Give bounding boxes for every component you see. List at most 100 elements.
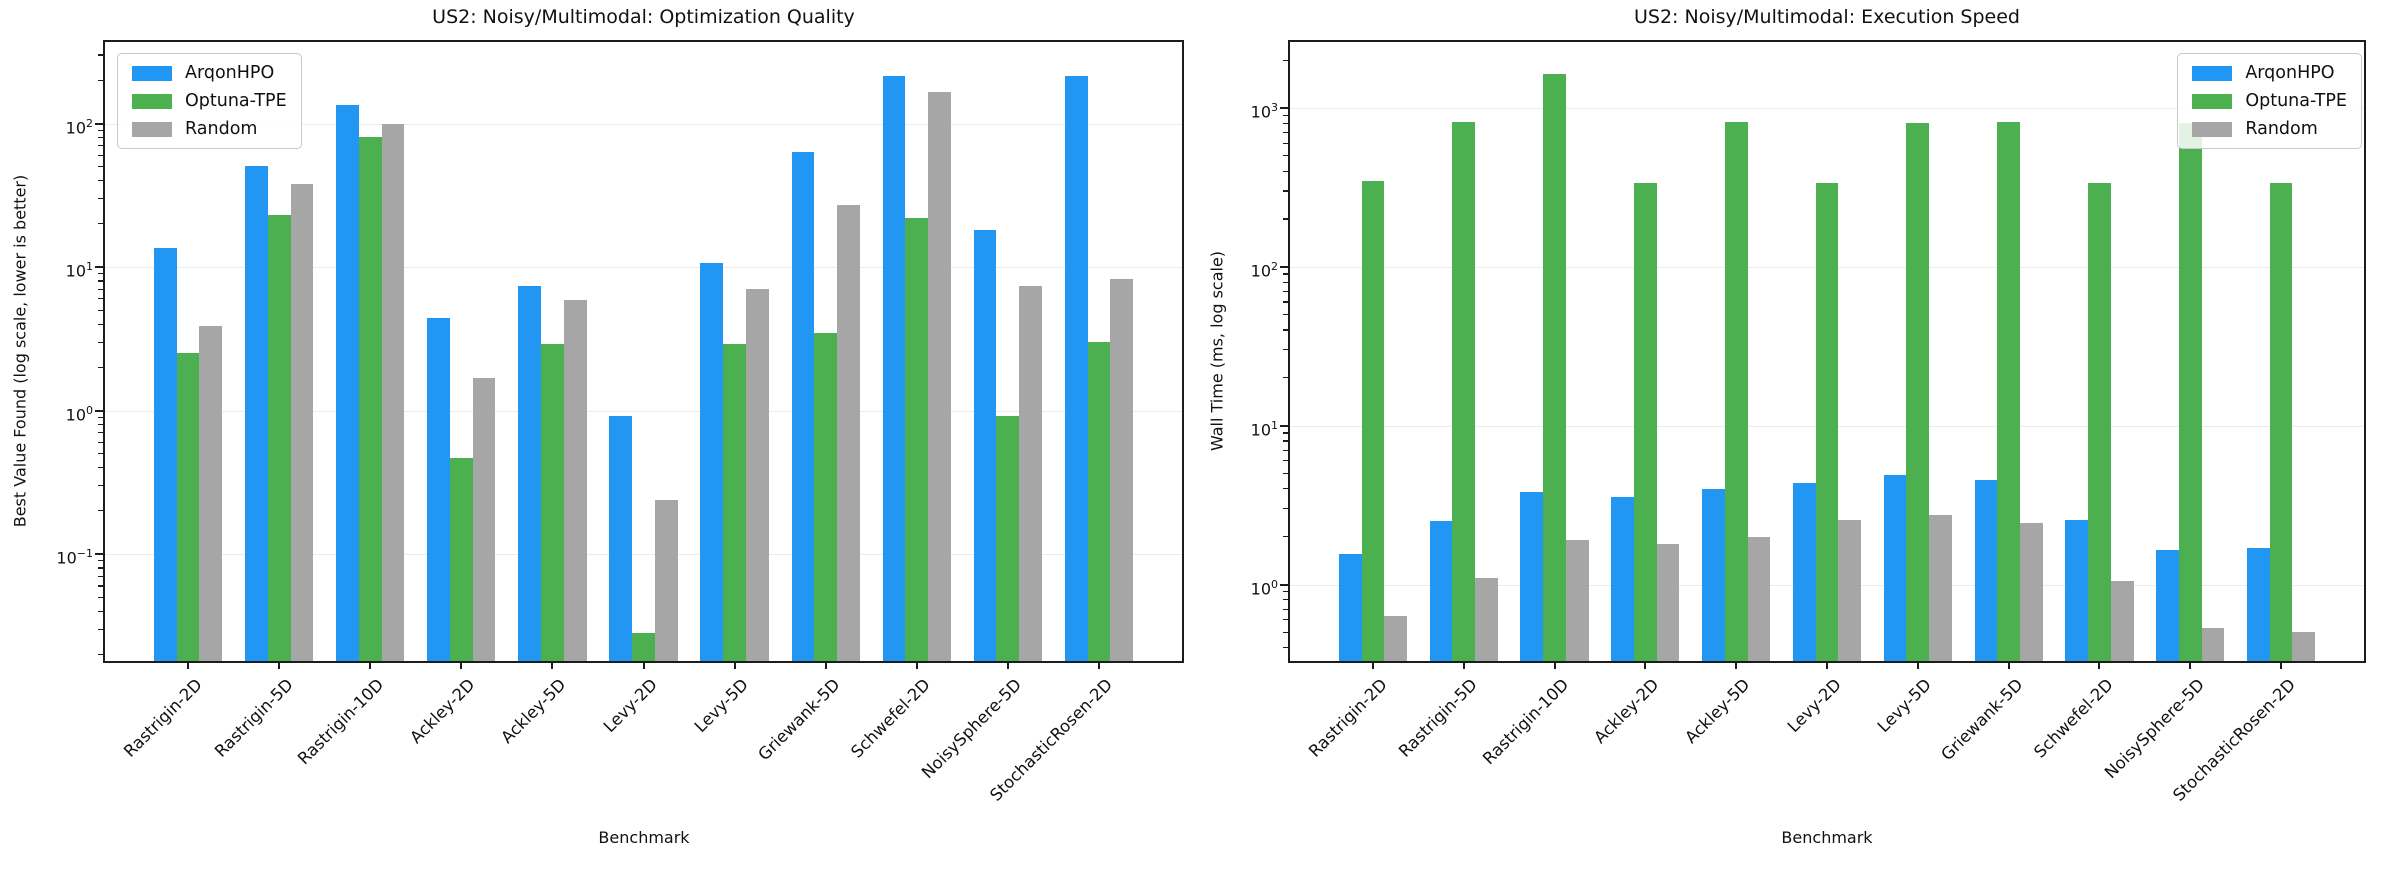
y-minor-tick — [1283, 472, 1288, 475]
x-tick — [551, 661, 554, 669]
x-tick — [278, 661, 281, 669]
bar-Random-Rastrigin-5D — [290, 183, 314, 661]
y-gridline — [105, 123, 1182, 125]
bar-Optuna-TPE-Levy-5D — [723, 344, 746, 661]
y-tick-label: 100 — [65, 403, 93, 424]
x-tick-label: Levy-5D — [690, 675, 753, 737]
y-minor-tick — [98, 154, 103, 156]
bar-Optuna-TPE-Schwefel-2D — [905, 217, 929, 661]
bar-Random-Ackley-2D — [1656, 543, 1680, 661]
y-minor-tick — [1283, 377, 1288, 379]
y-gridline — [105, 554, 1182, 556]
bar-Random-Rastrigin-10D — [1565, 540, 1589, 661]
bar-ArqonHPO-Griewank-5D — [791, 152, 815, 661]
y-major-tick — [1280, 106, 1288, 109]
bar-ArqonHPO-Levy-5D — [700, 262, 724, 661]
x-tick — [1735, 661, 1738, 669]
legend-entry: Optuna-TPE — [132, 91, 287, 111]
y-minor-tick — [1283, 508, 1288, 510]
y-minor-tick — [98, 575, 103, 577]
bar-Optuna-TPE-Rastrigin-10D — [1543, 73, 1566, 661]
right-x-axis-label: Benchmark — [1781, 828, 1873, 847]
y-minor-tick — [98, 432, 103, 434]
bar-Optuna-TPE-Ackley-2D — [449, 457, 473, 661]
x-tick — [2280, 661, 2283, 669]
x-tick — [1644, 661, 1647, 669]
legend-entry: ArqonHPO — [132, 63, 287, 83]
y-minor-tick — [98, 136, 103, 139]
x-tick — [733, 661, 736, 669]
bar-Optuna-TPE-Levy-2D — [1815, 183, 1839, 661]
y-minor-tick — [1283, 631, 1288, 633]
bar-ArqonHPO-Ackley-2D — [1611, 497, 1634, 661]
y-minor-tick — [1283, 155, 1288, 157]
bar-ArqonHPO-Ackley-5D — [518, 285, 542, 661]
x-tick-label: Schwefel-2D — [2030, 675, 2117, 762]
y-minor-tick — [98, 273, 103, 275]
y-minor-tick — [98, 628, 103, 630]
y-minor-tick — [1283, 349, 1288, 351]
y-tick-label: 102 — [65, 116, 93, 137]
left-chart-title: US2: Noisy/Multimodal: Optimization Qual… — [432, 6, 855, 28]
x-tick-label: Ackley-2D — [1590, 675, 1663, 748]
bar-Random-StochasticRosen-2D — [2292, 632, 2316, 661]
bar-Optuna-TPE-NoisySphere-5D — [2178, 123, 2202, 661]
bar-Optuna-TPE-StochasticRosen-2D — [2269, 183, 2293, 661]
bar-ArqonHPO-Levy-2D — [1792, 483, 1816, 661]
y-minor-tick — [98, 366, 103, 368]
y-minor-tick — [1283, 142, 1288, 144]
x-tick-label: Rastrigin-10D — [294, 675, 388, 769]
bar-Random-Levy-2D — [654, 499, 678, 661]
right-chart-title: US2: Noisy/Multimodal: Execution Speed — [1634, 6, 2020, 28]
y-minor-tick — [98, 166, 103, 168]
y-minor-tick — [98, 145, 103, 147]
x-tick-label: Griewank-5D — [753, 675, 844, 765]
x-tick-label: Rastrigin-2D — [1304, 675, 1391, 761]
y-minor-tick — [98, 596, 103, 598]
bar-Random-NoisySphere-5D — [2201, 628, 2225, 661]
x-tick — [642, 661, 645, 669]
bar-ArqonHPO-StochasticRosen-2D — [2247, 547, 2270, 661]
x-tick — [1006, 661, 1009, 669]
bar-ArqonHPO-Griewank-5D — [1974, 479, 1998, 661]
bar-Optuna-TPE-NoisySphere-5D — [996, 416, 1020, 661]
bar-Optuna-TPE-StochasticRosen-2D — [1087, 342, 1111, 661]
legend-swatch-optuna-tpe — [132, 93, 172, 109]
y-minor-tick — [1283, 301, 1288, 303]
y-gridline — [105, 410, 1182, 412]
legend-label: ArqonHPO — [2245, 63, 2335, 83]
bar-ArqonHPO-Schwefel-2D — [882, 75, 906, 661]
x-tick-label: Rastrigin-5D — [210, 675, 297, 761]
left-y-axis-label: Best Value Found (log scale, lower is be… — [10, 174, 30, 528]
y-minor-tick — [98, 485, 103, 487]
legend-label: ArqonHPO — [185, 63, 275, 83]
y-major-tick — [95, 122, 103, 125]
bar-Random-Ackley-5D — [1747, 536, 1771, 661]
legend-label: Random — [2245, 119, 2318, 139]
x-tick — [915, 661, 918, 669]
x-tick — [460, 661, 463, 669]
bar-ArqonHPO-Rastrigin-5D — [245, 165, 268, 661]
x-tick — [1826, 661, 1828, 669]
bar-Random-NoisySphere-5D — [1019, 285, 1042, 661]
bar-Random-Schwefel-2D — [928, 92, 951, 661]
bar-ArqonHPO-Rastrigin-5D — [1429, 521, 1453, 661]
y-minor-tick — [1283, 591, 1288, 593]
y-minor-tick — [1283, 599, 1288, 601]
y-minor-tick — [1283, 290, 1288, 292]
y-minor-tick — [98, 441, 103, 444]
bar-ArqonHPO-StochasticRosen-2D — [1064, 75, 1088, 661]
y-minor-tick — [98, 223, 103, 225]
y-minor-tick — [1283, 131, 1288, 134]
legend-swatch-random — [132, 121, 172, 137]
bar-Optuna-TPE-Ackley-5D — [1724, 121, 1748, 661]
y-minor-tick — [98, 510, 103, 512]
right-legend: ArqonHPO Optuna-TPE Random — [2177, 53, 2362, 149]
y-minor-tick — [1283, 432, 1288, 434]
bar-Optuna-TPE-Rastrigin-2D — [176, 353, 200, 661]
y-minor-tick — [98, 453, 103, 455]
y-major-tick — [1280, 424, 1288, 427]
x-tick — [2007, 661, 2010, 669]
y-minor-tick — [1283, 647, 1288, 649]
bar-ArqonHPO-Rastrigin-10D — [336, 105, 359, 661]
